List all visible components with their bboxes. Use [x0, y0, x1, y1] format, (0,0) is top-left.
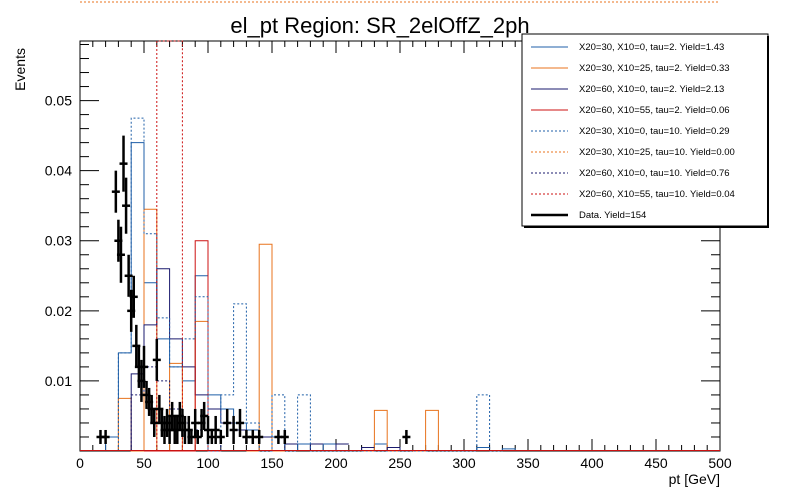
x-tick-label: 400 [580, 455, 604, 471]
x-tick-label: 250 [388, 455, 412, 471]
y-tick-label: 0.04 [45, 163, 72, 179]
data-points [96, 135, 411, 444]
legend-label: X20=30, X10=25, tau=10. Yield=0.00 [579, 147, 735, 158]
x-tick-label: 150 [260, 455, 284, 471]
chart-title: el_pt Region: SR_2elOffZ_2ph [230, 13, 529, 38]
x-tick-label: 0 [76, 455, 84, 471]
x-tick-label: 200 [324, 455, 348, 471]
y-tick-label: 0.03 [45, 233, 72, 249]
x-axis: 0 50 100 150 200 250 300 350 400 450 500 [76, 41, 732, 471]
legend-label: X20=60, X10=55, tau=10. Yield=0.04 [579, 189, 735, 200]
x-tick-label: 500 [708, 455, 732, 471]
x-axis-label: pt [GeV] [669, 471, 720, 487]
x-tick-label: 450 [644, 455, 668, 471]
y-tick-label: 0.01 [45, 373, 72, 389]
x-tick-label: 300 [452, 455, 476, 471]
legend-label: X20=30, X10=25, tau=2. Yield=0.33 [579, 63, 730, 74]
legend-label: X20=30, X10=0, tau=10. Yield=0.29 [579, 126, 730, 137]
legend-entries: X20=30, X10=0, tau=2. Yield=1.43 X20=30, … [531, 42, 735, 221]
y-axis-label: Events [12, 48, 28, 91]
legend-label: X20=30, X10=0, tau=2. Yield=1.43 [579, 42, 724, 53]
series-solid-hist [105, 142, 516, 451]
legend: X20=30, X10=0, tau=2. Yield=1.43 X20=30, … [521, 33, 769, 228]
legend-label: X20=60, X10=55, tau=2. Yield=0.06 [579, 105, 730, 116]
legend-label: X20=60, X10=0, tau=2. Yield=2.13 [579, 84, 724, 95]
series-dotted-hist [117, 117, 503, 452]
x-tick-label: 350 [516, 455, 540, 471]
legend-label: Data. Yield=154 [579, 210, 646, 221]
x-tick-label: 100 [196, 455, 220, 471]
y-axis: 0.01 0.02 0.03 0.04 0.05 [45, 44, 720, 438]
y-tick-label: 0.02 [45, 303, 72, 319]
y-tick-label: 0.05 [45, 93, 72, 109]
series-dotted-hist [156, 40, 183, 451]
x-tick-label: 50 [136, 455, 152, 471]
legend-label: X20=60, X10=0, tau=10. Yield=0.76 [579, 168, 730, 179]
